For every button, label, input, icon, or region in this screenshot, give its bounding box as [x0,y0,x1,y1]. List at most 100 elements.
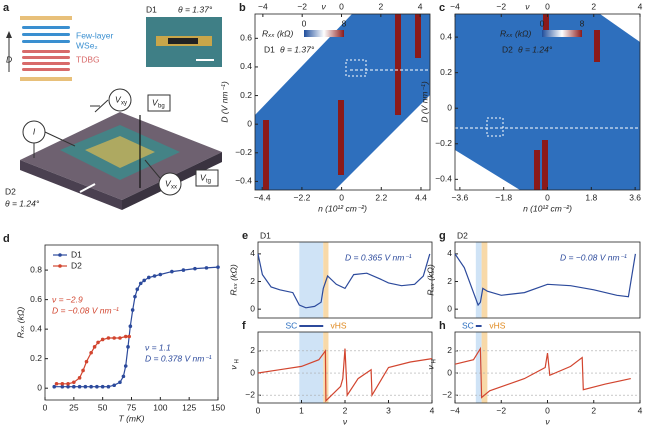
twist-angle: θ = 1.24° [5,198,40,208]
y-tick-label: 0.4 [30,323,42,333]
electrodes [85,136,155,168]
data-point [89,350,93,355]
legend-label: D2 [71,260,82,270]
x-tick-label: −4 [450,405,460,415]
scale-bar [79,183,96,193]
data-point [126,345,130,349]
y-tick-label: −0.4 [235,176,252,186]
y-axis-title: Rₓₓ (kΩ) [228,264,238,296]
x-axis-title: n (10¹² cm⁻²) [318,203,367,213]
wire [144,159,161,179]
panel-label: d [3,233,10,245]
x-tick-label: 0 [545,192,550,202]
sc-band [299,242,324,318]
x-tick-label: 2 [343,405,348,415]
resistive-stripe [415,14,421,58]
legend-marker [58,264,62,268]
sc-label: SC [462,320,474,330]
annotation: D = 0.378 V nm⁻¹ [145,353,212,363]
device-label: D1 [146,4,157,14]
x-tick-label: 4.4 [415,192,427,202]
y-tick-label: 0 [250,367,255,377]
sc-band [299,332,324,403]
x-tick-label: −4.4 [254,192,271,202]
y-axis-title-text: Rₓₓ (kΩ) [425,264,435,296]
data-line [454,253,636,307]
colorbar-tick-label: 0 [540,18,545,28]
data-line [257,348,433,403]
colorbar-tick-label: 8 [580,18,585,28]
x-tick-label: 0 [256,405,261,415]
panel-label: h [439,320,446,332]
plot-frame [257,331,433,404]
data-point [152,274,157,278]
y-tick-label: 4 [250,248,255,258]
sc-band [475,242,482,318]
vtg-label: V [200,172,207,182]
x-tick-label: 2 [591,405,596,415]
vxy-sub: xy [121,101,127,107]
vxx-label: V [165,178,172,188]
wse2-atoms [22,26,70,43]
y-tick-label: 0.8 [30,264,42,274]
y-tick-label: 0 [250,303,255,313]
data-point [60,381,65,386]
colorbar [542,30,582,37]
data-point [123,334,128,339]
top-tick-label: 4 [418,1,423,11]
colorbar-tick-label: 8 [342,18,347,28]
data-point [54,381,59,386]
data-point [72,380,76,385]
y-tick-label: 0 [247,118,252,128]
data-point [100,384,105,389]
x-tick-label: −2 [496,405,506,415]
map-region [455,14,640,190]
data-point [135,287,140,292]
data-point [127,334,131,339]
data-point [142,278,146,283]
y-tick-label: 0.4 [240,61,252,71]
data-point [106,384,111,389]
resistive-stripe [543,14,549,30]
vhs-band [481,332,488,403]
data-point [106,336,111,340]
device-label: D2 [457,230,468,240]
panel-label: a [3,2,10,14]
data-point [83,384,88,389]
data-point [170,269,174,274]
x-axis-title: n (10¹² cm⁻²) [523,203,572,213]
layer-label: Few-layer [76,30,113,40]
hbn-layer [20,16,72,20]
data-point [147,275,151,280]
x-tick-label: 2.2 [375,192,387,202]
x-tick-label: 25 [69,402,79,412]
x-tick-label: 0 [43,402,48,412]
x-tick-label: −2.2 [294,192,311,202]
data-line [454,346,631,399]
x-tick-label: 125 [182,402,196,412]
gate-box [195,169,219,187]
y-axis-title-text: ν [228,365,238,370]
y-axis-title: D (V nm⁻¹) [419,81,429,122]
top-tick-label: 2 [378,1,383,11]
data-line [257,253,431,309]
x-tick-label: 4 [638,405,643,415]
panel-label: b [239,2,246,14]
y-tick-label: 0 [447,303,452,313]
resistive-stripe [395,14,401,115]
top-tick-label: 4 [638,1,643,11]
resistive-stripe [263,120,269,190]
x-tick-label: 100 [153,402,167,412]
resistive-stripe [542,140,548,190]
data-point [89,384,93,389]
data-line [56,335,130,385]
data-point [158,272,163,277]
legend-label: D1 [71,249,82,259]
y-tick-label: 0 [447,102,452,112]
plot-frame [254,13,431,191]
panel-label: e [242,230,248,242]
y-tick-label: 0 [447,367,452,377]
top-axis-title: ν [322,1,327,11]
data-point [118,336,122,340]
